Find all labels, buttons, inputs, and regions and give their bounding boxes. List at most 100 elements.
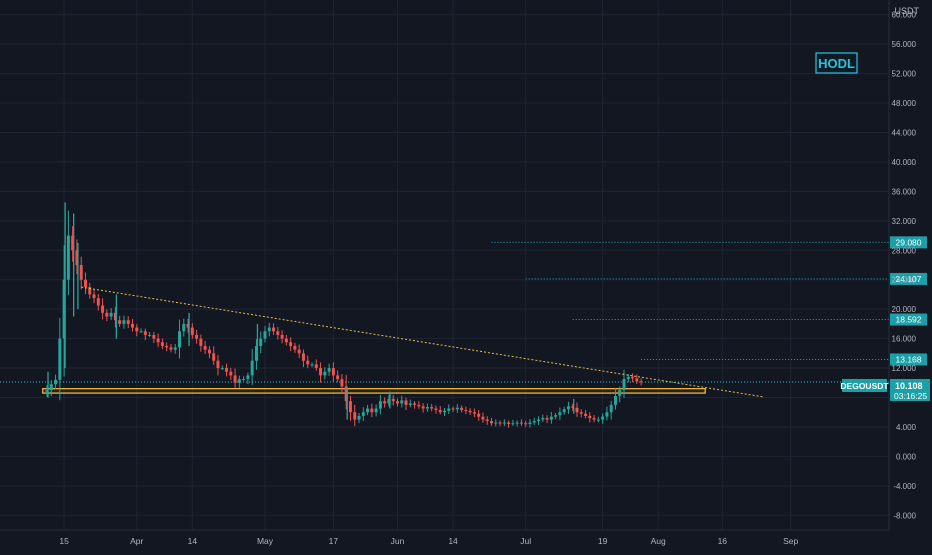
hodl-annotation[interactable]: HODL bbox=[815, 52, 858, 74]
y-tick-label: 12.000 bbox=[892, 364, 917, 373]
candle-body bbox=[618, 390, 622, 397]
candle-body bbox=[494, 422, 498, 424]
candle-body bbox=[319, 368, 323, 376]
candle-body bbox=[195, 334, 199, 339]
candle-body bbox=[272, 327, 276, 332]
candle-body bbox=[541, 418, 545, 420]
candle-body bbox=[148, 334, 152, 336]
candle-body bbox=[105, 312, 109, 317]
candle-body bbox=[135, 327, 139, 332]
candle-body bbox=[605, 412, 609, 417]
candle-body bbox=[383, 401, 387, 404]
candle-body bbox=[609, 404, 613, 413]
candle-body bbox=[160, 342, 164, 346]
candle-body bbox=[314, 364, 318, 369]
candle-body bbox=[639, 381, 643, 383]
y-tick-label: 44.000 bbox=[892, 129, 917, 138]
last-price-box bbox=[890, 379, 930, 401]
candle-body bbox=[400, 400, 404, 404]
candle-body bbox=[447, 408, 451, 411]
candle-body bbox=[579, 412, 583, 414]
symbol-badge bbox=[842, 379, 887, 392]
descending-trendline bbox=[81, 286, 764, 398]
y-tick-label: 52.000 bbox=[892, 70, 917, 79]
target-price-box bbox=[890, 236, 927, 249]
candle-body bbox=[490, 421, 494, 424]
candle-body bbox=[263, 331, 267, 339]
candle-body bbox=[45, 390, 49, 394]
candle-body bbox=[562, 409, 566, 413]
candle-body bbox=[455, 407, 459, 410]
candle-body bbox=[143, 331, 147, 335]
x-tick-label: 19 bbox=[598, 536, 608, 546]
candle-body bbox=[515, 422, 519, 424]
candle-body bbox=[267, 327, 271, 332]
candle-body bbox=[88, 287, 92, 295]
candle-body bbox=[528, 422, 532, 424]
candle-body bbox=[101, 305, 105, 313]
candle-body bbox=[122, 320, 126, 324]
hodl-label: HODL bbox=[818, 56, 855, 71]
candle-body bbox=[62, 279, 66, 339]
candle-body bbox=[558, 412, 562, 416]
candle-body bbox=[485, 419, 489, 422]
y-tick-label: 56.000 bbox=[892, 40, 917, 49]
candle-body bbox=[109, 312, 113, 317]
candle-body bbox=[575, 407, 579, 413]
candle-body bbox=[96, 298, 100, 306]
candle-body bbox=[79, 265, 83, 280]
candle-body bbox=[212, 353, 216, 361]
candle-body bbox=[511, 423, 515, 425]
y-tick-label: -8.000 bbox=[893, 511, 916, 520]
currency-label: USDT bbox=[895, 6, 920, 16]
symbol-badge-label: DEGOUSDT bbox=[840, 381, 889, 391]
candle-body bbox=[519, 422, 523, 424]
candle-body bbox=[408, 403, 412, 405]
candle-body bbox=[443, 410, 446, 413]
candle-body bbox=[289, 342, 293, 346]
y-tick-label: 40.000 bbox=[892, 158, 917, 167]
candle-body bbox=[276, 331, 280, 335]
y-tick-label: -4.000 bbox=[893, 482, 916, 491]
target-price-box bbox=[890, 272, 927, 285]
trendline-layer bbox=[81, 286, 764, 398]
candle-body bbox=[323, 371, 327, 376]
candle-body bbox=[434, 408, 438, 411]
hodl-box[interactable] bbox=[815, 52, 858, 74]
candle-body bbox=[301, 353, 305, 361]
candle-body bbox=[199, 338, 203, 346]
candle-body bbox=[92, 294, 96, 299]
candle-body bbox=[344, 386, 348, 402]
support-zone bbox=[42, 388, 706, 394]
candle-body bbox=[404, 400, 408, 405]
candle-body bbox=[370, 408, 374, 413]
y-tick-label: 48.000 bbox=[892, 99, 917, 108]
candle-body bbox=[622, 379, 626, 391]
candle-body bbox=[566, 406, 570, 410]
candle-body bbox=[182, 323, 186, 332]
y-tick-label: 60.000 bbox=[892, 11, 917, 20]
candle-body bbox=[225, 368, 229, 372]
candle-body bbox=[156, 338, 160, 343]
candle-body bbox=[472, 412, 476, 414]
candle-body bbox=[417, 404, 421, 407]
candle-body bbox=[353, 412, 357, 420]
candle-body bbox=[310, 364, 314, 366]
target-price-box bbox=[890, 353, 927, 366]
target-price-box bbox=[890, 313, 927, 326]
candle-body bbox=[280, 334, 284, 339]
candle-body bbox=[83, 279, 87, 288]
candle-body bbox=[178, 331, 182, 348]
candle-body bbox=[130, 323, 134, 328]
candle-body bbox=[220, 368, 224, 370]
candle-body bbox=[477, 413, 481, 417]
candle-body bbox=[169, 347, 173, 350]
last-price-badge: DEGOUSDT 10.108 03:16:25 bbox=[840, 379, 930, 401]
candle-body bbox=[425, 407, 429, 409]
candle-body bbox=[246, 375, 250, 380]
candle-body bbox=[524, 423, 528, 425]
target-price-label: 18.592 bbox=[896, 315, 922, 325]
